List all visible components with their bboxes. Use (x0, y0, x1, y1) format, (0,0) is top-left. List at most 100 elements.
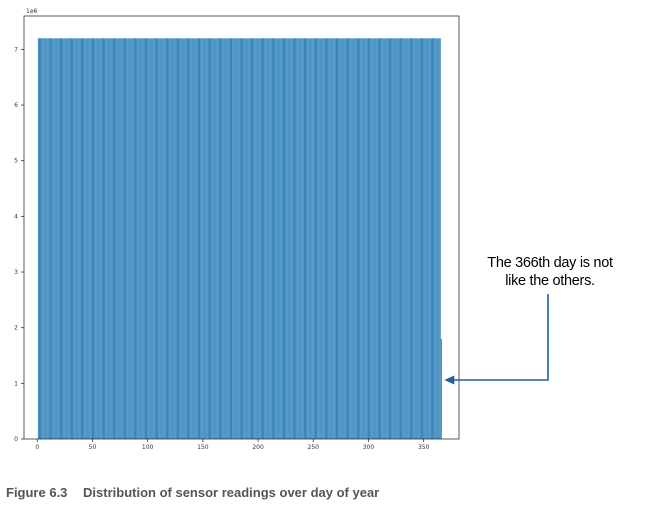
bar (320, 38, 322, 439)
bar (110, 38, 112, 439)
bar (400, 38, 401, 439)
bar (323, 38, 325, 439)
annotation-text: The 366th day is not like the others. (466, 254, 634, 290)
bar (101, 38, 103, 439)
bar (93, 38, 94, 439)
bar (164, 38, 166, 439)
bar (103, 38, 104, 439)
bar (54, 38, 56, 439)
bar (269, 38, 271, 439)
bar (186, 38, 188, 439)
bar (415, 38, 417, 439)
bar (119, 38, 121, 439)
bar (231, 38, 232, 439)
bar (215, 38, 217, 439)
bar (206, 38, 208, 439)
bar (328, 38, 330, 439)
bar (51, 38, 53, 439)
bar (149, 38, 151, 439)
bar (419, 38, 421, 439)
y-tick-label: 1 (14, 380, 18, 387)
figure-number: Figure 6.3 (6, 485, 68, 500)
bar (331, 38, 333, 439)
x-tick-label: 200 (252, 444, 264, 451)
bar (333, 38, 335, 439)
bar (95, 38, 97, 439)
bar (191, 38, 193, 439)
x-tick-label: 350 (418, 444, 430, 451)
bar (343, 38, 345, 439)
bar (195, 38, 197, 439)
bar (379, 38, 380, 439)
bar (87, 38, 89, 439)
bar (99, 38, 101, 439)
bar (146, 38, 147, 439)
bar (373, 38, 375, 439)
bar (248, 38, 250, 439)
x-tick-label: 150 (197, 444, 209, 451)
x-tick-label: 300 (363, 444, 375, 451)
bar (329, 38, 331, 439)
bar (90, 38, 92, 439)
bar (79, 38, 81, 439)
bar (71, 38, 72, 439)
bar (56, 38, 58, 439)
bar (309, 38, 311, 439)
bar (232, 38, 234, 439)
bar (253, 38, 255, 439)
bar (45, 38, 47, 439)
bar (237, 38, 239, 439)
bar (37, 38, 39, 439)
bar (416, 38, 418, 439)
bar (437, 38, 439, 439)
bar (62, 38, 64, 439)
bar (411, 38, 412, 439)
plot-frame (23, 15, 460, 440)
bar (159, 38, 161, 439)
bar (104, 38, 106, 439)
bar (305, 38, 306, 439)
bar (98, 38, 100, 439)
bar (288, 38, 290, 439)
bar (183, 38, 185, 439)
bar-last-day (440, 338, 442, 439)
bar (153, 38, 155, 439)
bar (143, 38, 145, 439)
bar (264, 38, 266, 439)
bar (286, 38, 288, 439)
bar (188, 38, 189, 439)
bar (223, 38, 225, 439)
bar (225, 38, 227, 439)
bar (52, 38, 54, 439)
bar (179, 38, 181, 439)
bar (241, 38, 242, 439)
bar (58, 38, 60, 439)
bar (274, 38, 276, 439)
bar (348, 38, 350, 439)
bar (209, 38, 210, 439)
bar (83, 38, 85, 439)
y-tick-label: 5 (14, 158, 18, 165)
bar (142, 38, 144, 439)
bar (368, 38, 369, 439)
bar (383, 38, 385, 439)
bar (214, 38, 216, 439)
figure-caption: Figure 6.3 Distribution of sensor readin… (6, 485, 379, 500)
bar (283, 38, 284, 439)
bar (115, 38, 117, 439)
bar (211, 38, 213, 439)
bar (76, 38, 78, 439)
bar (413, 38, 415, 439)
bar (298, 38, 300, 439)
bar (262, 38, 263, 439)
bar (339, 38, 341, 439)
bar (75, 38, 77, 439)
bar (72, 38, 74, 439)
bar (122, 38, 124, 439)
bar (199, 38, 200, 439)
bar (64, 38, 66, 439)
bar (66, 38, 68, 439)
arrow-line (452, 294, 549, 381)
bar (198, 38, 199, 439)
bar (418, 38, 420, 439)
